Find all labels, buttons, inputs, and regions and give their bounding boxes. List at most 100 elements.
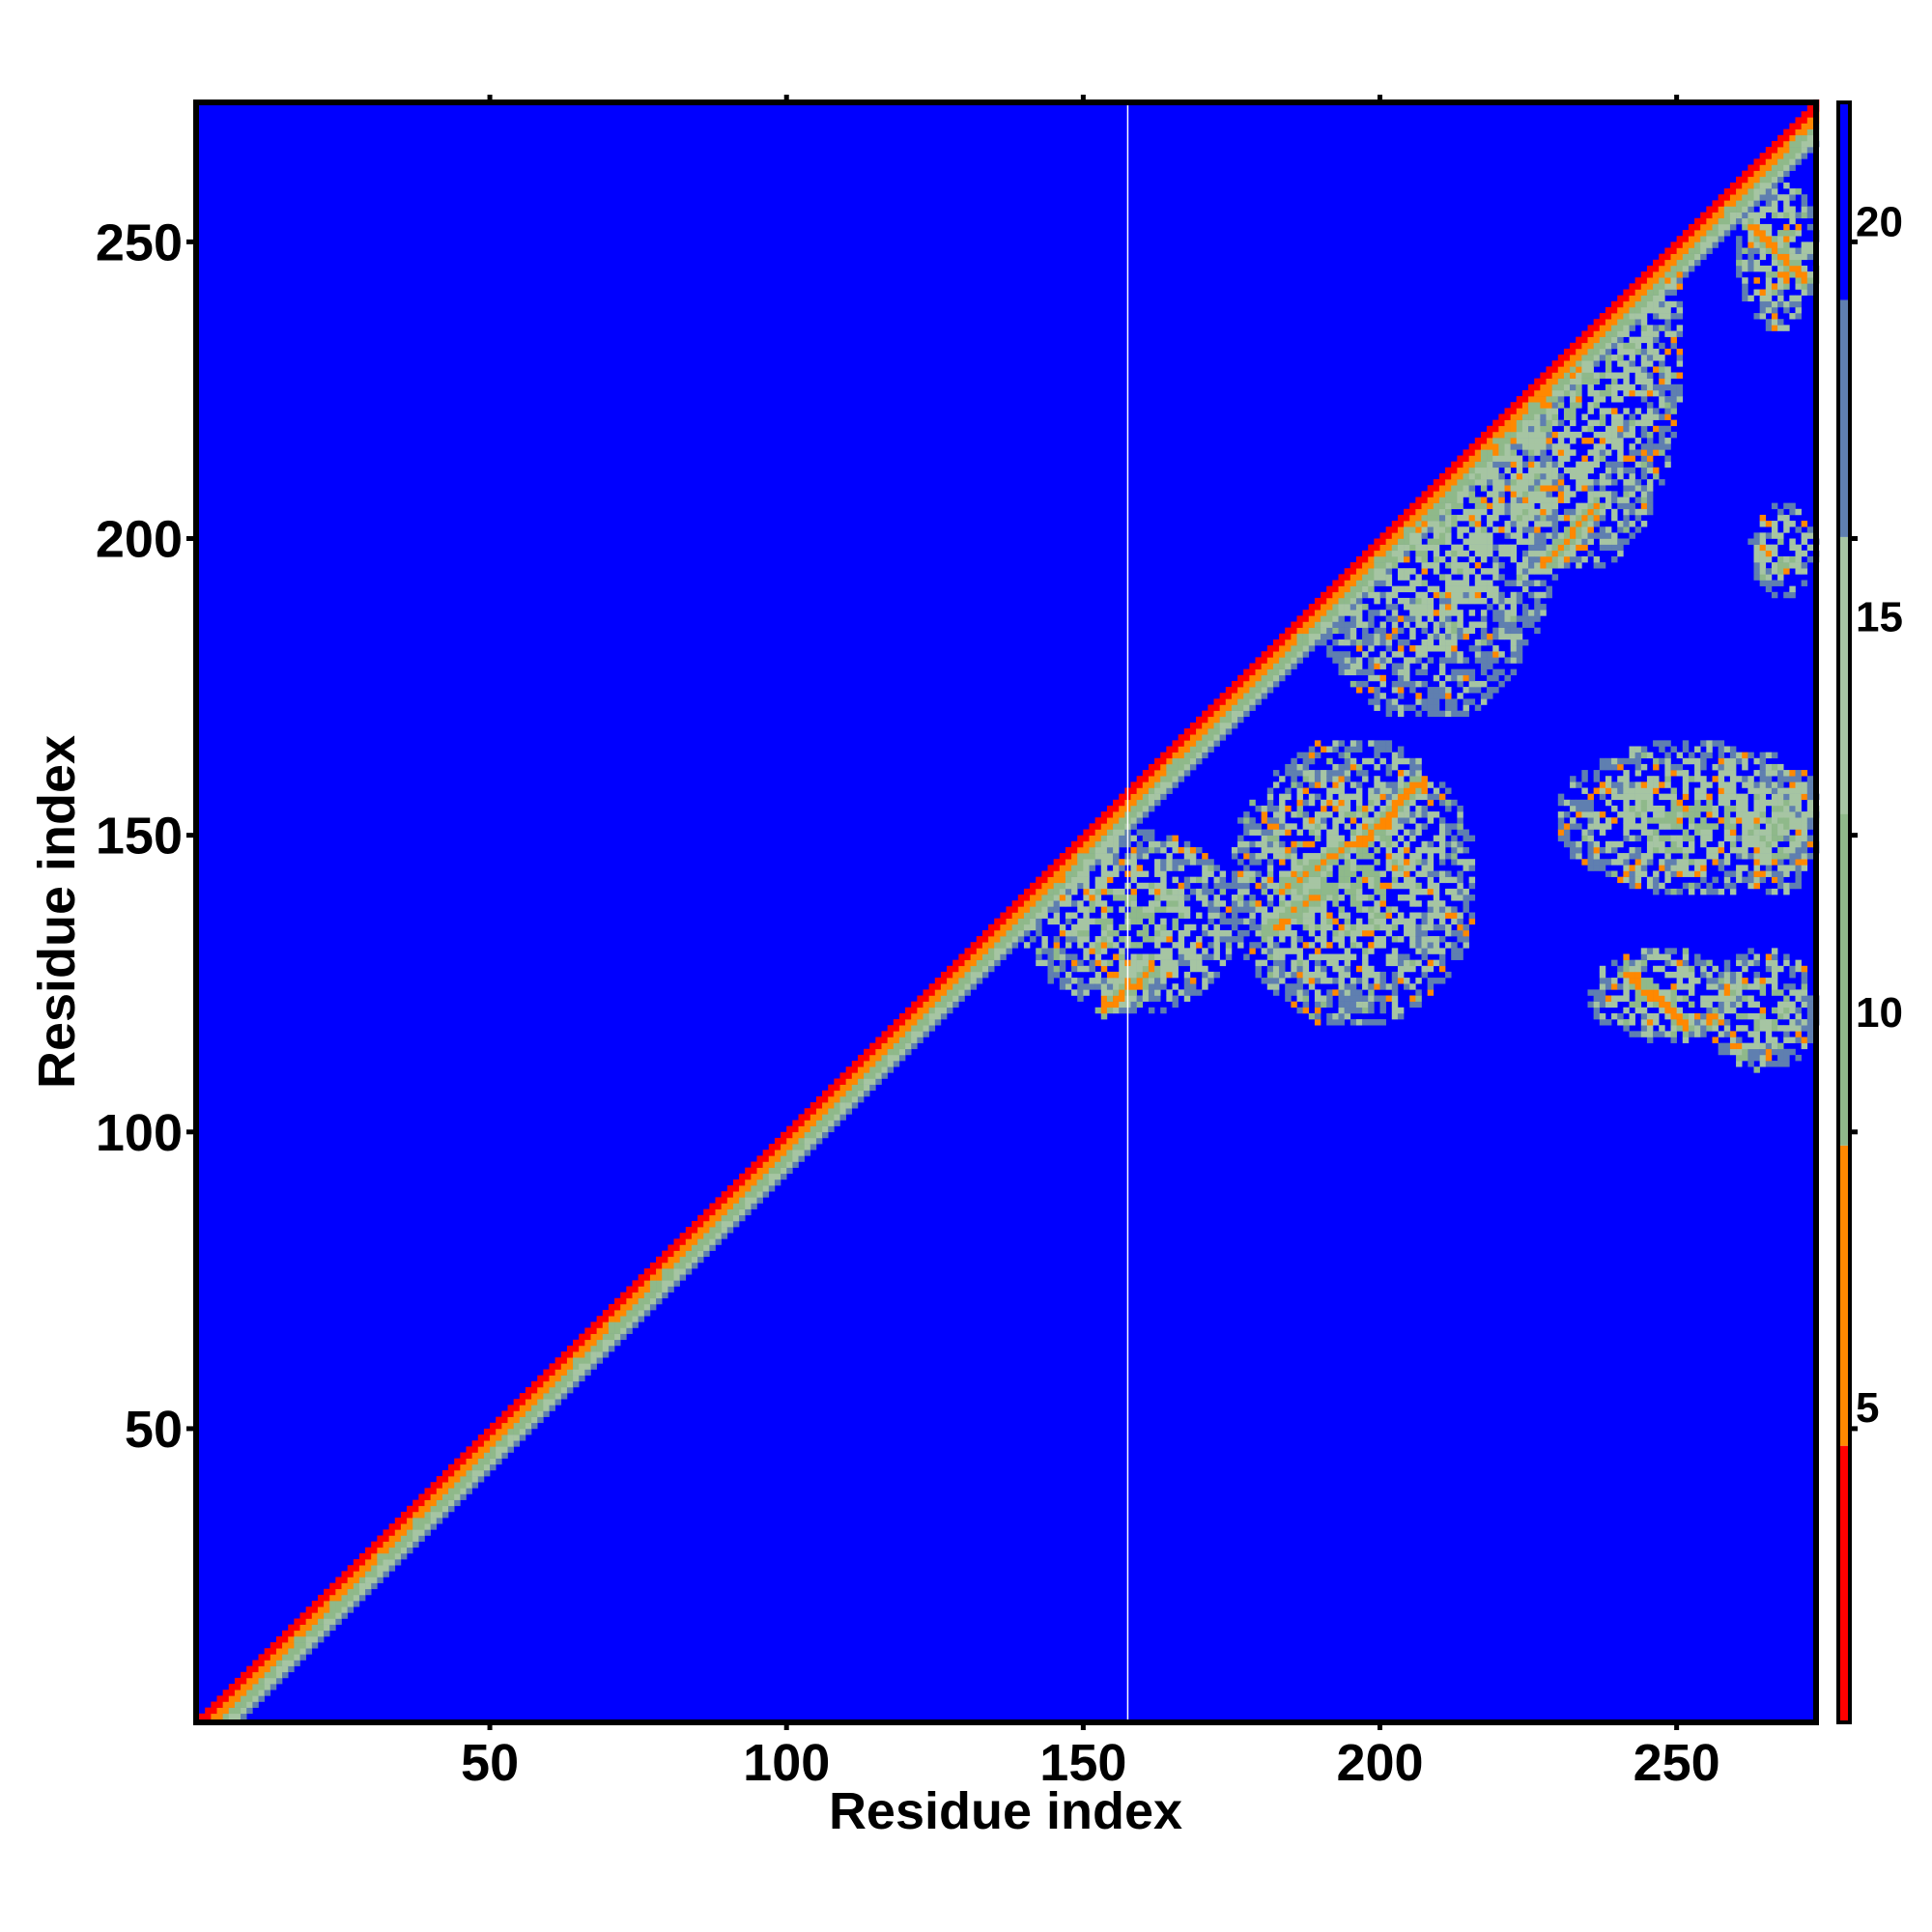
heatmap-cell (1183, 763, 1191, 771)
heatmap-cell (1166, 770, 1173, 777)
heatmap-cell (305, 1648, 313, 1655)
heatmap-cell (1172, 1001, 1179, 1009)
heatmap-cell (388, 1523, 396, 1530)
heatmap-cell (1308, 615, 1316, 622)
heatmap-cell (1640, 467, 1648, 474)
heatmap-cell (1605, 306, 1612, 314)
heatmap-cell (1480, 508, 1488, 516)
heatmap-cell (388, 1552, 396, 1560)
heatmap-cell (1551, 472, 1559, 480)
heatmap-cell (1296, 1007, 1303, 1014)
heatmap-cell (394, 1535, 402, 1542)
heatmap-cell (1463, 580, 1469, 586)
heatmap-cell (1296, 627, 1303, 635)
heatmap-cell (1510, 645, 1518, 652)
heatmap-cell (1540, 521, 1547, 527)
heatmap-cell (804, 1114, 811, 1121)
heatmap-cell (1504, 425, 1511, 433)
heatmap-cell (1243, 698, 1250, 705)
heatmap-cell (1326, 633, 1333, 640)
heatmap-cell (608, 1339, 615, 1347)
heatmap-cell (1355, 900, 1363, 907)
heatmap-cell (1089, 895, 1095, 901)
heatmap-cell (460, 1458, 467, 1465)
heatmap-cell (1510, 425, 1518, 433)
heatmap-cell (1355, 645, 1363, 652)
heatmap-cell (1445, 787, 1452, 794)
heatmap-cell (1379, 882, 1386, 890)
heatmap-cell (1510, 550, 1518, 557)
heatmap-cell (454, 1469, 461, 1477)
heatmap-cell (525, 1422, 532, 1430)
heatmap-cell (1100, 811, 1108, 818)
heatmap-cell (798, 1144, 805, 1151)
heatmap-cell (981, 942, 989, 949)
heatmap-cell (1272, 805, 1280, 812)
heatmap-cell (786, 1125, 793, 1133)
heatmap-cell (1468, 497, 1476, 503)
heatmap-cell (1296, 639, 1303, 646)
heatmap-cell (1433, 585, 1440, 593)
heatmap-cell (1653, 840, 1660, 848)
heatmap-cell (1308, 781, 1316, 788)
heatmap-cell (1391, 1001, 1399, 1009)
heatmap-cell (1451, 840, 1458, 848)
heatmap-cell (1438, 615, 1446, 622)
heatmap-cell (441, 1476, 449, 1483)
heatmap-cell (1623, 965, 1630, 973)
heatmap-cell (1404, 597, 1410, 605)
heatmap-cell (1629, 319, 1635, 326)
heatmap-cell (1183, 840, 1191, 848)
heatmap-cell (1659, 953, 1665, 960)
heatmap-cell (1160, 918, 1167, 925)
heatmap-cell (1623, 467, 1630, 474)
heatmap-cell (1528, 580, 1535, 586)
heatmap-cell (1350, 865, 1357, 871)
heatmap-cell (1314, 817, 1321, 824)
heatmap-cell (1374, 657, 1380, 664)
heatmap-cell (1468, 876, 1476, 884)
heatmap-cell (1065, 936, 1072, 943)
heatmap-cell (1653, 876, 1660, 884)
heatmap-cell (1338, 936, 1345, 943)
heatmap-cell (1368, 989, 1375, 996)
heatmap-cell (1409, 568, 1416, 575)
heatmap-cell (1106, 870, 1114, 877)
heatmap-cell (1551, 360, 1559, 367)
heatmap-cell (1231, 722, 1238, 729)
heatmap-cell (1344, 591, 1351, 599)
heatmap-cell (1385, 544, 1393, 552)
heatmap-cell (1427, 604, 1435, 611)
heatmap-cell (851, 1078, 859, 1085)
heatmap-cell (275, 1635, 283, 1643)
heatmap-cell (1516, 645, 1523, 652)
heatmap-cell (1136, 978, 1144, 984)
heatmap-cell (1570, 823, 1577, 830)
heatmap-cell (1296, 912, 1303, 919)
heatmap-cell (418, 1511, 425, 1519)
heatmap-cell (1611, 461, 1618, 469)
heatmap-cell (1368, 740, 1375, 747)
heatmap-cell (1521, 472, 1529, 480)
heatmap-cell (471, 1463, 479, 1471)
heatmap-cell (1421, 859, 1428, 866)
heatmap-cell (1136, 840, 1144, 848)
heatmap-cell (1474, 497, 1482, 503)
heatmap-cell (1623, 776, 1630, 782)
heatmap-cell (1468, 698, 1476, 705)
heatmap-cell (1302, 895, 1310, 901)
heatmap-cell (1474, 544, 1482, 552)
heatmap-cell (1106, 906, 1114, 913)
heatmap-cell (1629, 1001, 1635, 1009)
heatmap-cell (1623, 995, 1630, 1002)
heatmap-cell (1142, 971, 1150, 979)
heatmap-cell (1338, 591, 1345, 599)
heatmap-cell (1516, 413, 1523, 420)
heatmap-cell (1623, 389, 1630, 397)
heatmap-cell (407, 1505, 413, 1513)
heatmap-cell (1059, 978, 1066, 984)
heatmap-cell (1653, 384, 1660, 391)
heatmap-cell (294, 1660, 300, 1666)
heatmap-cell (1338, 580, 1345, 586)
heatmap-cell (1451, 461, 1458, 469)
